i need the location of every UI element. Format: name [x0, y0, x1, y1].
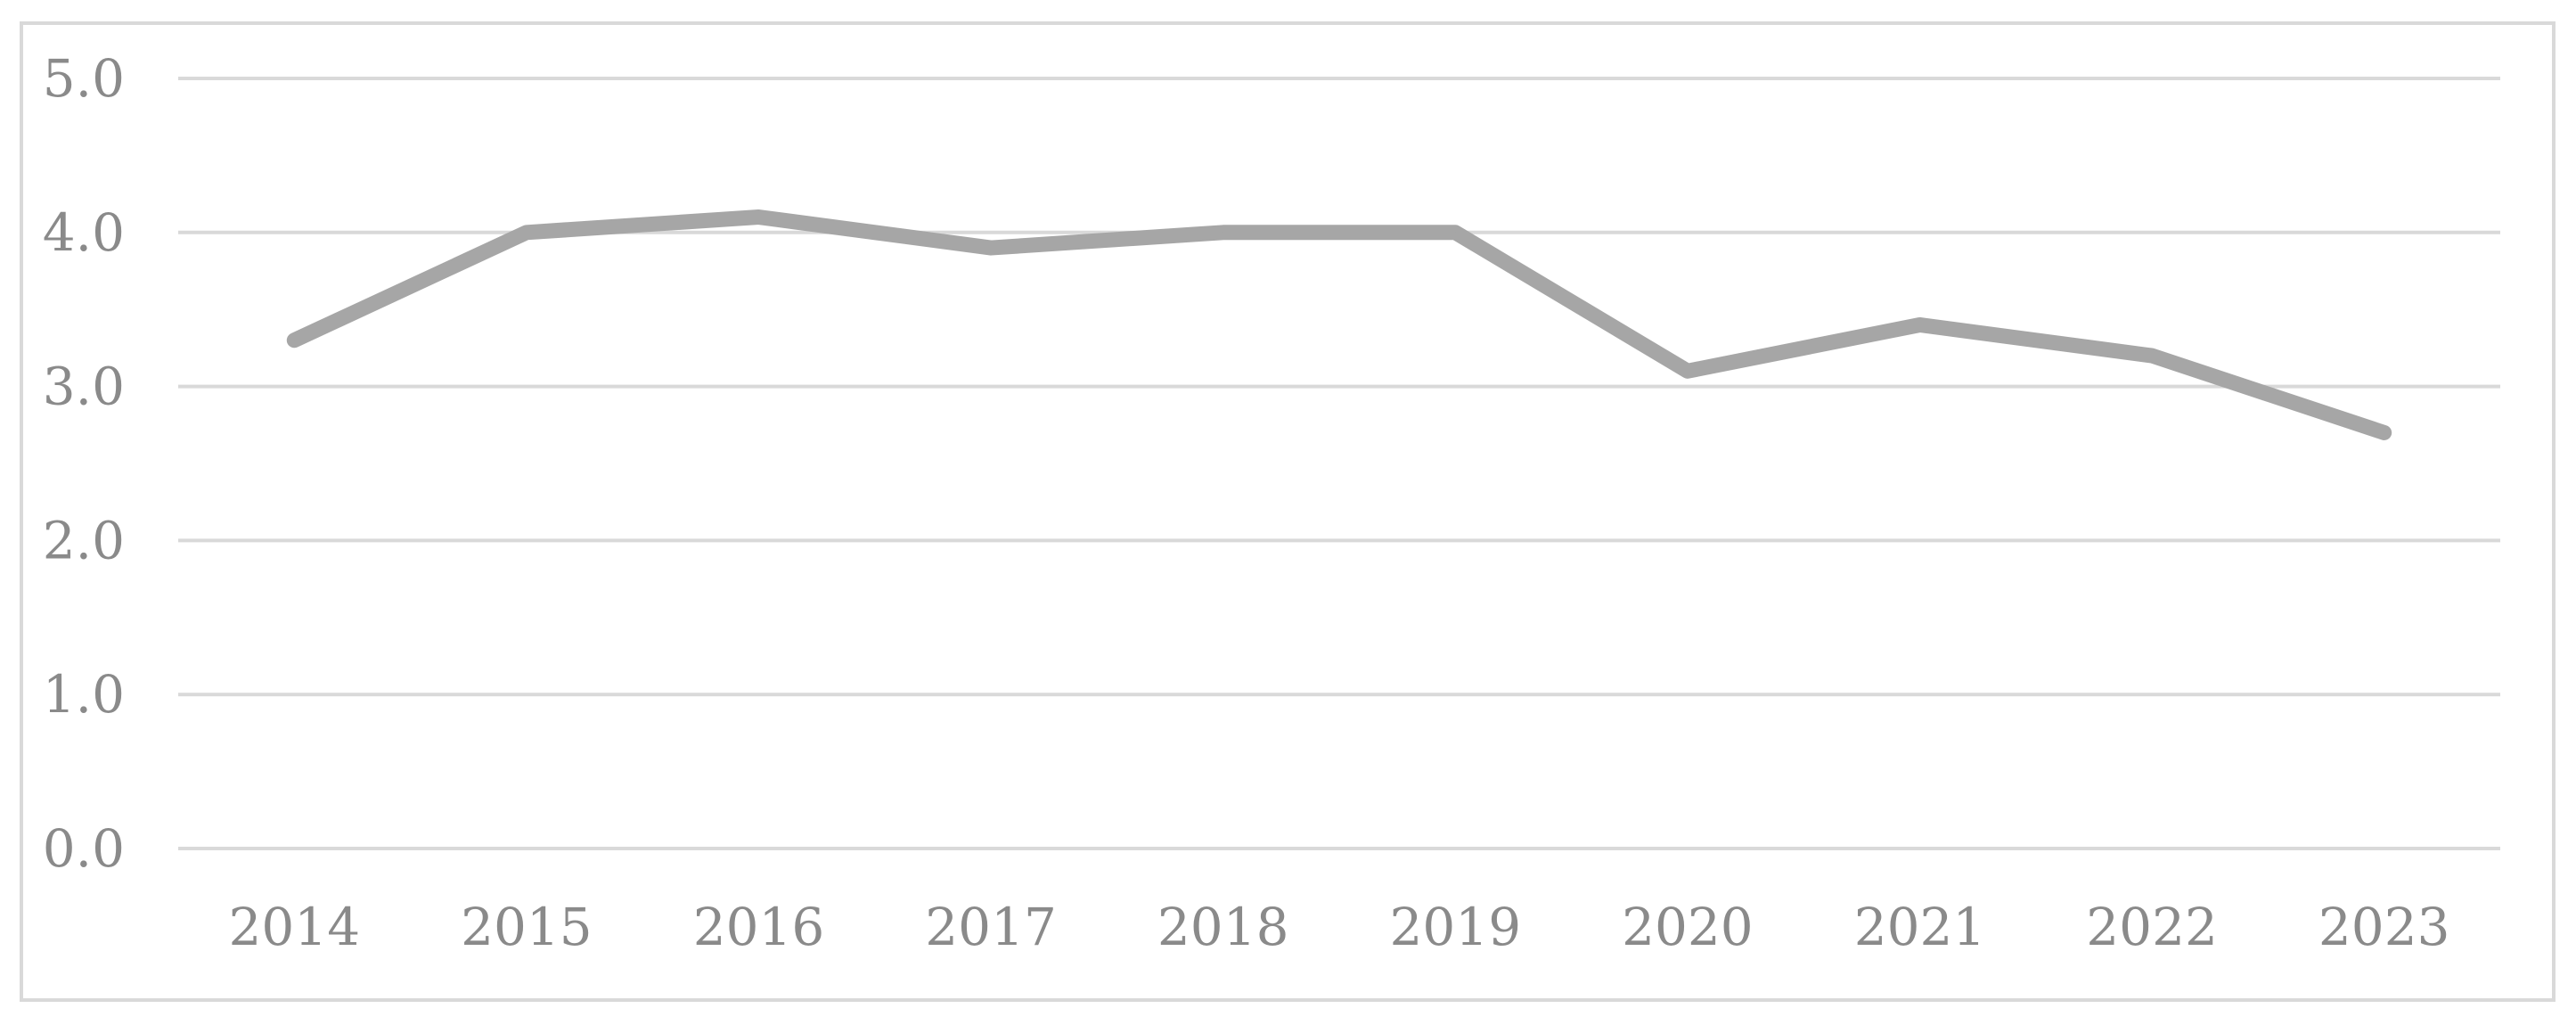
- x-tick-label: 2018: [1157, 897, 1289, 957]
- x-tick-label: 2021: [1854, 897, 1986, 957]
- data-point: [1454, 232, 1456, 234]
- data-point: [1687, 370, 1689, 372]
- y-tick-label: 1.0: [43, 664, 125, 725]
- x-axis-tick-labels: 2014 2015 2016 2017 2018 2019 2020 2021 2022 2023: [228, 897, 2449, 957]
- data-point: [526, 232, 527, 234]
- x-tick-label: 2022: [2086, 897, 2218, 957]
- x-tick-label: 2020: [1622, 897, 1754, 957]
- data-point: [1919, 324, 1920, 325]
- y-tick-label: 2.0: [43, 510, 125, 570]
- y-tick-label: 4.0: [43, 202, 125, 263]
- series-lines: [286, 209, 2392, 440]
- x-tick-label: 2019: [1389, 897, 1521, 957]
- x-tick-label: 2023: [2318, 897, 2450, 957]
- y-tick-label: 3.0: [43, 357, 125, 417]
- data-point: [2151, 355, 2153, 357]
- data-point: [990, 247, 992, 249]
- y-axis-tick-labels: 0.0 1.0 2.0 3.0 4.0 5.0: [43, 48, 125, 879]
- y-tick-label: 0.0: [43, 818, 125, 879]
- x-tick-label: 2016: [693, 897, 825, 957]
- x-tick-label: 2015: [461, 897, 593, 957]
- series-line: [286, 209, 2392, 440]
- x-tick-label: 2014: [228, 897, 360, 957]
- chart-frame: [20, 21, 2556, 1002]
- x-tick-label: 2017: [925, 897, 1057, 957]
- gridlines: [178, 77, 2500, 850]
- y-tick-label: 5.0: [43, 48, 125, 109]
